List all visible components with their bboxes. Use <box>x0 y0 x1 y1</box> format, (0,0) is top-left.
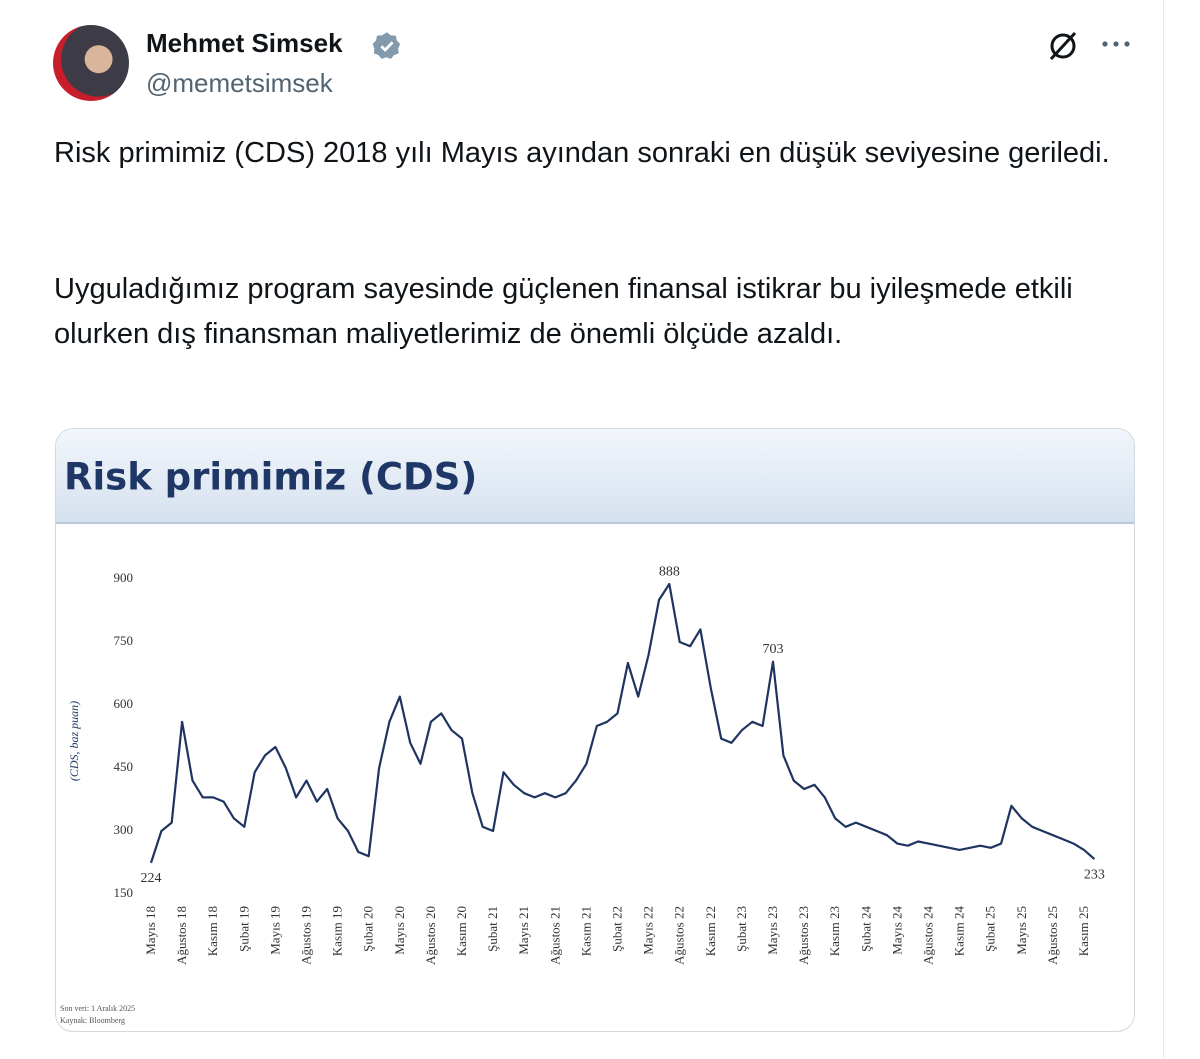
x-tick-label: Mayıs 19 <box>267 906 282 955</box>
tweet-card: Mehmet Simsek @memetsimsek Risk primimiz… <box>53 0 1164 1059</box>
y-tick-label: 600 <box>114 696 134 711</box>
author-handle[interactable]: @memetsimsek <box>146 68 333 98</box>
y-tick-label: 150 <box>114 885 134 900</box>
x-tick-label: Mayıs 18 <box>143 906 158 955</box>
y-tick-label: 300 <box>114 822 134 837</box>
x-tick-label: Kasım 23 <box>827 906 842 956</box>
y-tick-label: 450 <box>114 759 134 774</box>
x-tick-label: Kasım 19 <box>330 906 345 956</box>
x-tick-label: Mayıs 25 <box>1014 906 1029 955</box>
more-menu[interactable] <box>1100 36 1132 52</box>
x-tick-label: Ağustos 18 <box>174 906 189 965</box>
data-line <box>149 582 1096 864</box>
x-tick-label: Ağustos 19 <box>299 906 314 965</box>
data-label: 888 <box>659 564 680 579</box>
chart-image[interactable]: Risk primimiz (CDS) (CDS, baz puan) Son … <box>55 428 1135 1032</box>
y-tick-label: 900 <box>114 570 134 585</box>
x-tick-label: Ağustos 25 <box>1045 906 1060 965</box>
x-tick-label: Mayıs 23 <box>765 906 780 955</box>
x-tick-label: Mayıs 20 <box>392 906 407 955</box>
x-tick-label: Kasım 22 <box>703 906 718 956</box>
x-tick-label: Şubat 21 <box>485 906 500 952</box>
tweet-text: Risk primimiz (CDS) 2018 yılı Mayıs ayın… <box>54 137 1110 169</box>
y-tick-label: 750 <box>114 633 134 648</box>
tweet-text: Uyguladığımız program sayesinde güçlenen… <box>54 273 1073 350</box>
data-label: 224 <box>141 871 162 886</box>
x-tick-label: Şubat 23 <box>734 906 749 952</box>
source-note: Kaynak: Bloomberg <box>60 1016 125 1025</box>
x-tick-label: Ağustos 21 <box>547 906 562 965</box>
x-tick-label: Ağustos 23 <box>796 906 811 965</box>
x-tick-label: Şubat 24 <box>858 906 873 952</box>
avatar[interactable] <box>53 25 129 101</box>
verified-badge <box>372 32 401 59</box>
x-tick-label: Mayıs 24 <box>889 906 904 955</box>
y-axis-label: (CDS, baz puan) <box>67 701 81 781</box>
x-tick-label: Kasım 20 <box>454 906 469 956</box>
chart-title: Risk primimiz (CDS) <box>64 456 477 499</box>
chart: Risk primimiz (CDS) (CDS, baz puan) Son … <box>56 429 1134 1025</box>
x-tick-label: Ağustos 20 <box>423 906 438 965</box>
x-tick-label: Kasım 21 <box>578 906 593 956</box>
source-note: Son veri: 1 Aralık 2025 <box>60 1004 135 1013</box>
x-tick-label: Kasım 25 <box>1076 906 1091 956</box>
header-band <box>56 429 1134 523</box>
author-name[interactable]: Mehmet Simsek <box>146 28 343 58</box>
x-tick-label: Ağustos 24 <box>921 906 936 965</box>
x-tick-label: Şubat 19 <box>236 906 251 952</box>
x-tick-label: Kasım 24 <box>952 906 967 957</box>
data-label: 233 <box>1084 867 1105 882</box>
x-tick-label: Mayıs 21 <box>516 906 531 955</box>
grok-icon[interactable] <box>1045 28 1081 64</box>
x-tick-label: Ağustos 22 <box>672 906 687 965</box>
x-tick-label: Mayıs 22 <box>641 906 656 955</box>
x-tick-label: Şubat 22 <box>610 906 625 952</box>
x-tick-label: Şubat 20 <box>361 906 376 952</box>
x-tick-label: Şubat 25 <box>983 906 998 952</box>
data-label: 703 <box>763 642 784 657</box>
x-tick-label: Kasım 18 <box>205 906 220 956</box>
